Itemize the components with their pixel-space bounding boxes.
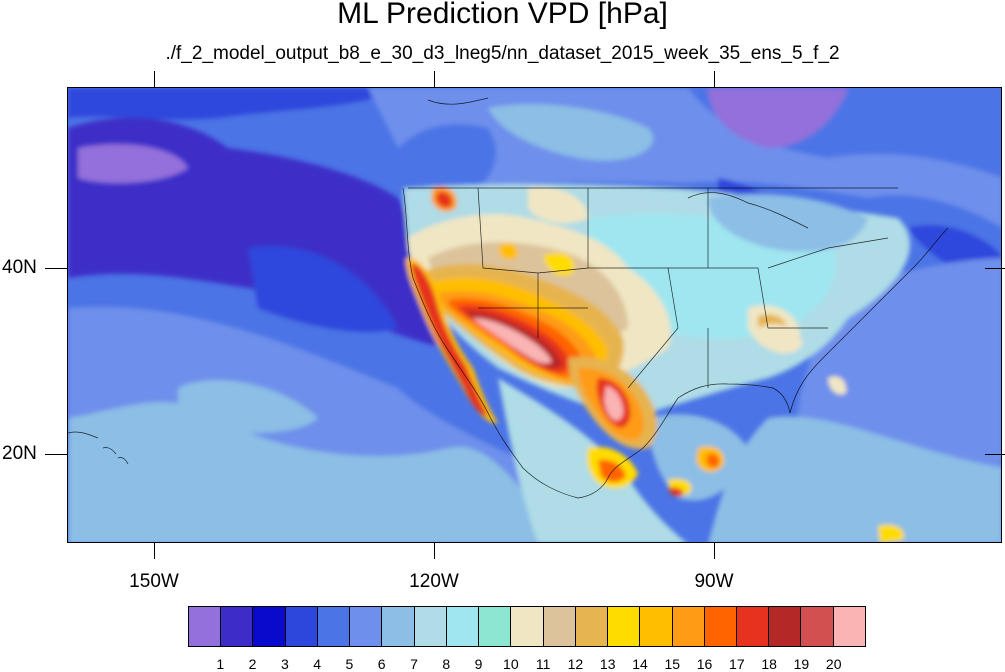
tick-left-20n [45, 454, 67, 455]
colorbar-label: 15 [664, 656, 681, 672]
vpd-field-map [68, 88, 1001, 542]
colorbar-swatch [769, 607, 802, 646]
tick-bottom-120w [434, 543, 435, 559]
colorbar-swatch [543, 607, 576, 646]
colorbar-label: 18 [761, 656, 777, 672]
colorbar-label: 9 [474, 656, 483, 672]
colorbar-label: 6 [377, 656, 386, 672]
colorbar-label: 2 [248, 656, 257, 672]
colorbar-swatch [221, 607, 254, 646]
colorbar-swatch [736, 607, 770, 646]
colorbar-label: 17 [729, 656, 745, 672]
tick-right-40n [985, 268, 1005, 269]
tick-bottom-150w [154, 543, 155, 559]
colorbar-swatch [608, 607, 641, 646]
tick-top-90w [714, 71, 715, 87]
map-title: ML Prediction VPD [hPa] [337, 0, 668, 30]
tick-bottom-90w [714, 543, 715, 559]
colorbar-label: 3 [280, 656, 289, 672]
colorbar-label: 19 [793, 656, 810, 672]
lon-label-120w: 120W [409, 571, 459, 592]
colorbar-swatch [317, 607, 351, 646]
lon-label-90w: 90W [694, 571, 734, 592]
colorbar-label: 16 [696, 656, 713, 672]
colorbar-swatch [189, 607, 222, 646]
colorbar-swatch [350, 607, 383, 646]
colorbar-swatch [511, 607, 544, 646]
lon-label-150w: 150W [129, 571, 179, 592]
colorbar-swatch [801, 607, 834, 646]
colorbar-label: 5 [345, 656, 354, 672]
colorbar-label: 12 [567, 656, 584, 672]
colorbar-label: 13 [599, 656, 616, 672]
map-plot-area [67, 87, 1002, 543]
colorbar-swatch [414, 607, 447, 646]
lat-label-40n: 40N [2, 257, 37, 278]
lat-label-20n: 20N [2, 443, 37, 464]
colorbar-label: 14 [632, 656, 648, 672]
colorbar-swatch [285, 607, 318, 646]
map-subtitle: ./f_2_model_output_b8_e_30_d3_lneg5/nn_d… [165, 43, 840, 64]
colorbar-label: 10 [503, 656, 519, 672]
tick-left-40n [45, 268, 67, 269]
tick-top-120w [434, 71, 435, 87]
colorbar-label: 20 [825, 656, 842, 672]
colorbar [188, 606, 866, 647]
colorbar-swatch [479, 607, 512, 646]
colorbar-swatch [640, 607, 673, 646]
colorbar-swatch [672, 607, 705, 646]
colorbar-swatch [704, 607, 737, 646]
colorbar-label: 8 [442, 656, 451, 672]
colorbar-swatch [253, 607, 286, 646]
colorbar-swatch [382, 607, 415, 646]
colorbar-label: 11 [535, 656, 551, 672]
colorbar-label: 7 [410, 656, 418, 672]
colorbar-label: 4 [313, 656, 322, 672]
colorbar-swatch [833, 607, 865, 646]
colorbar-label: 1 [216, 656, 225, 672]
coastline-lines [68, 97, 949, 499]
colorbar-swatch [446, 607, 480, 646]
colorbar-swatch [575, 607, 609, 646]
tick-top-150w [154, 71, 155, 87]
tick-right-20n [985, 454, 1005, 455]
